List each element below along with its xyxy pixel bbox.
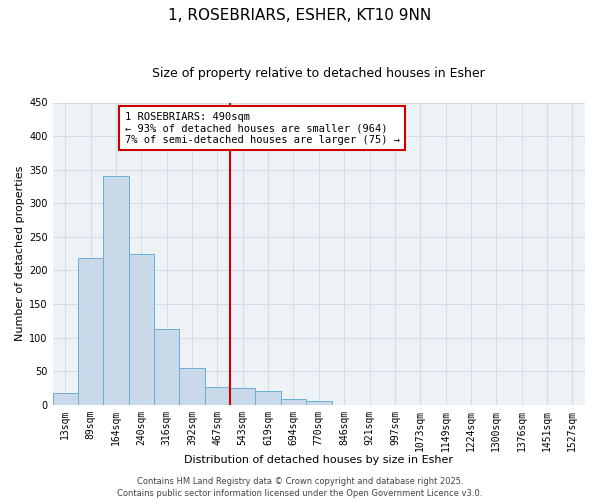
Text: Contains HM Land Registry data © Crown copyright and database right 2025.
Contai: Contains HM Land Registry data © Crown c… bbox=[118, 476, 482, 498]
Bar bbox=[129, 254, 154, 405]
Bar bbox=[230, 388, 256, 405]
Bar bbox=[205, 386, 230, 405]
Text: 1 ROSEBRIARS: 490sqm
← 93% of detached houses are smaller (964)
7% of semi-detac: 1 ROSEBRIARS: 490sqm ← 93% of detached h… bbox=[125, 112, 400, 145]
Y-axis label: Number of detached properties: Number of detached properties bbox=[15, 166, 25, 342]
Bar bbox=[53, 393, 78, 405]
Bar bbox=[103, 176, 129, 405]
Bar bbox=[78, 258, 103, 405]
Bar bbox=[154, 329, 179, 405]
Bar bbox=[256, 392, 281, 405]
Bar bbox=[281, 400, 306, 405]
Title: Size of property relative to detached houses in Esher: Size of property relative to detached ho… bbox=[152, 68, 485, 80]
X-axis label: Distribution of detached houses by size in Esher: Distribution of detached houses by size … bbox=[184, 455, 454, 465]
Bar bbox=[306, 402, 332, 405]
Bar bbox=[179, 368, 205, 405]
Text: 1, ROSEBRIARS, ESHER, KT10 9NN: 1, ROSEBRIARS, ESHER, KT10 9NN bbox=[169, 8, 431, 22]
